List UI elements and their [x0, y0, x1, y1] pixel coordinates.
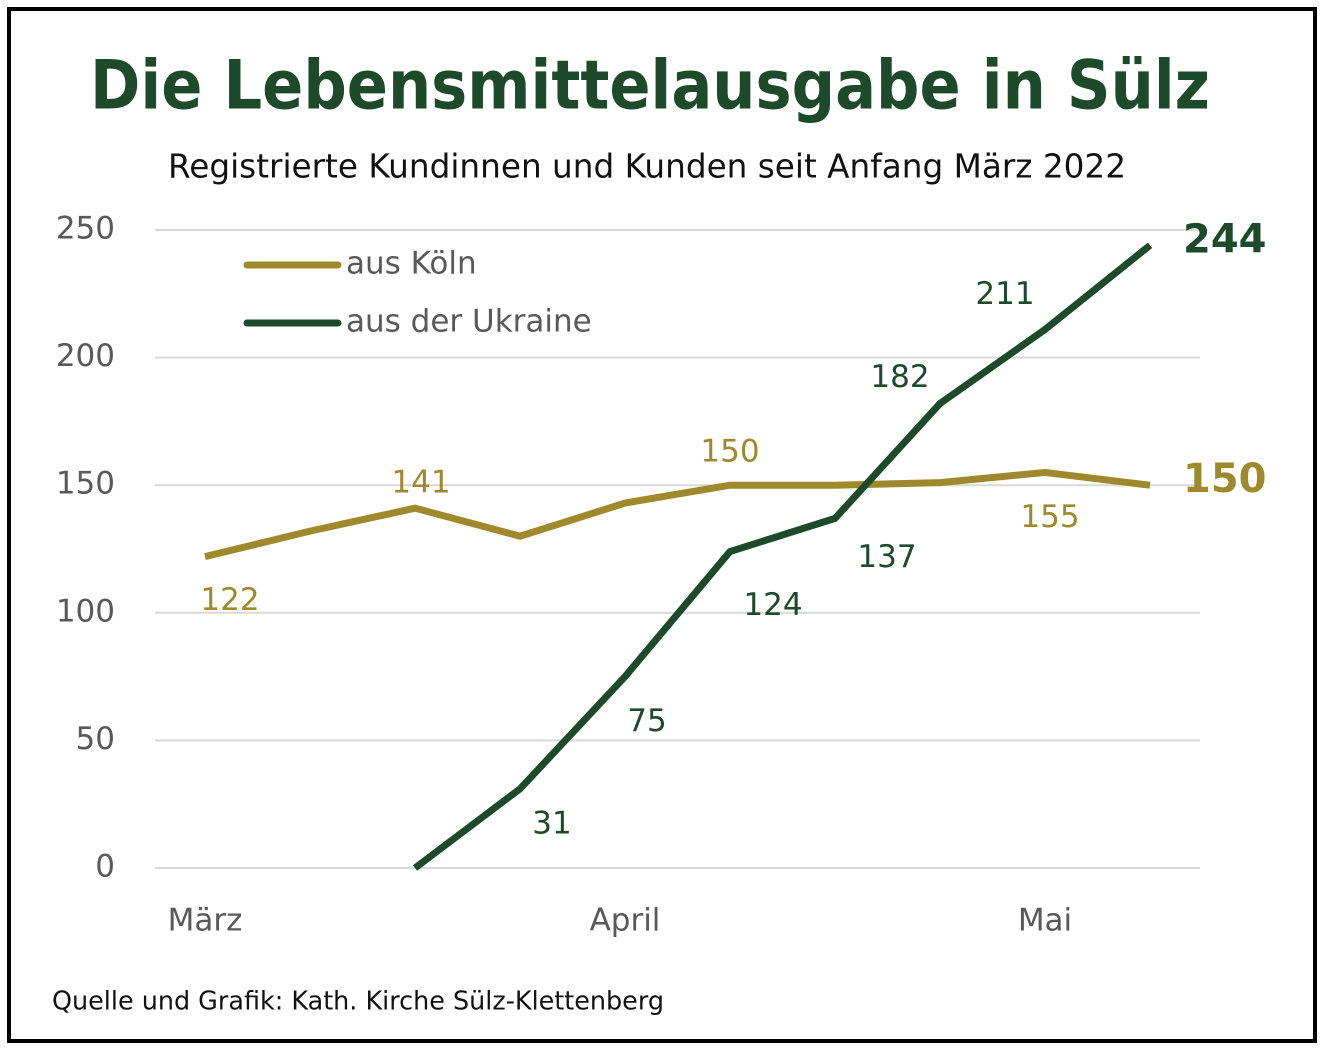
legend-label: aus Köln [346, 246, 477, 282]
legend-label: aus der Ukraine [346, 304, 592, 340]
data-label: 31 [532, 805, 571, 841]
x-tick-label: April [590, 903, 661, 939]
y-tick-label: 100 [56, 593, 115, 629]
data-label: 141 [391, 465, 450, 501]
data-label: 122 [200, 582, 259, 618]
end-label: 244 [1183, 216, 1267, 262]
x-tick-label: Mai [1018, 903, 1072, 939]
series-line [204, 468, 1151, 561]
data-label: 124 [743, 587, 802, 623]
y-tick-label: 0 [95, 849, 115, 885]
data-label: 137 [857, 539, 916, 575]
series-line [412, 242, 1153, 871]
data-label: 75 [627, 703, 666, 739]
y-tick-label: 250 [56, 211, 115, 247]
data-label: 211 [975, 276, 1034, 312]
y-tick-label: 50 [76, 721, 115, 757]
data-label: 155 [1020, 499, 1079, 535]
y-tick-label: 200 [56, 338, 115, 374]
data-label: 150 [700, 434, 759, 470]
chart-title: Die Lebensmittelausgabe in Sülz [90, 47, 1210, 126]
x-tick-label: März [168, 903, 243, 939]
data-label: 182 [870, 359, 929, 395]
source: Quelle und Grafik: Kath. Kirche Sülz-Kle… [52, 987, 664, 1017]
end-label: 150 [1183, 456, 1267, 502]
y-tick-label: 150 [56, 466, 115, 502]
chart-subtitle: Registrierte Kundinnen und Kunden seit A… [168, 147, 1126, 186]
